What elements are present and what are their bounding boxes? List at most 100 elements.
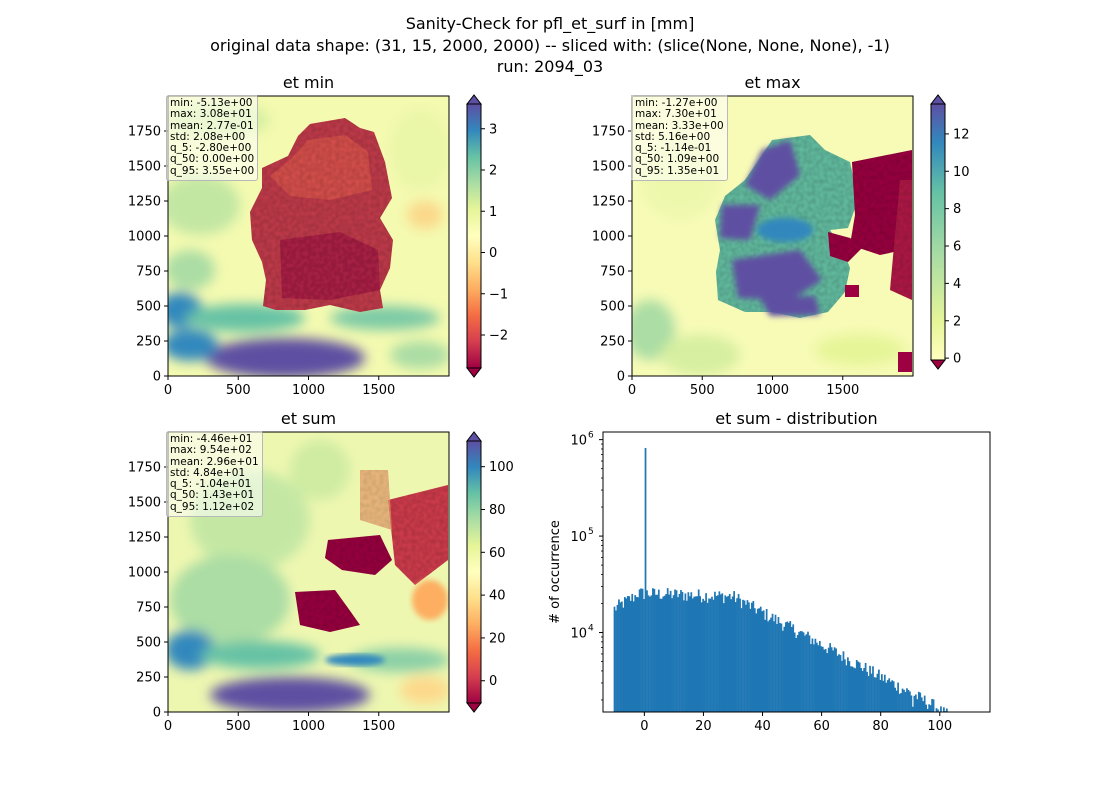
- x-tick-label: 100: [927, 719, 952, 734]
- histogram-bar: [635, 596, 638, 712]
- x-tick-label: 0: [164, 719, 172, 734]
- stat-max: max: 7.30e+01: [635, 108, 717, 121]
- stat-q5: q_5: -1.04e+01: [170, 478, 252, 491]
- histogram-bar: [656, 594, 659, 712]
- stat-std: std: 4.84e+01: [170, 466, 246, 479]
- histogram-bar: [625, 598, 628, 712]
- histogram-bar: [728, 594, 731, 712]
- histogram-bar: [715, 596, 718, 712]
- stat-max: max: 9.54e+02: [170, 444, 252, 457]
- histogram-bar: [845, 665, 848, 712]
- colorbar-et-sum: 100 80 60 40 20 0: [465, 431, 514, 713]
- histogram-bar: [686, 600, 688, 712]
- histogram-bar: [799, 631, 802, 712]
- histogram-bar: [690, 592, 693, 712]
- histogram-bar: [931, 698, 933, 712]
- histogram-bar: [904, 691, 907, 712]
- histogram-bar: [849, 666, 852, 712]
- stat-q95: q_95: 1.12e+02: [170, 500, 255, 513]
- histogram-bar: [714, 591, 716, 712]
- histogram-bar: [761, 611, 764, 712]
- x-tick-label: 60: [813, 719, 830, 734]
- histogram-bar: [885, 682, 888, 712]
- histogram-bar: [864, 662, 867, 712]
- histogram-bar: [836, 655, 839, 712]
- histogram-bar: [646, 590, 648, 712]
- histogram-bar: [796, 634, 799, 712]
- histogram-bar: [860, 668, 863, 712]
- histogram-bar: [688, 596, 691, 712]
- histogram-bar: [910, 695, 913, 712]
- histogram-bar: [824, 649, 827, 712]
- stat-mean: mean: 2.77e-01: [170, 119, 254, 132]
- figure-subtitle: original data shape: (31, 15, 2000, 2000…: [210, 36, 890, 55]
- histogram-bar: [706, 602, 709, 712]
- histogram-bar: [737, 594, 740, 712]
- histogram-bar: [753, 608, 756, 712]
- histogram-bar: [798, 631, 800, 712]
- histogram-bar: [873, 677, 876, 712]
- histogram-bar: [652, 588, 654, 712]
- histogram-bar: [727, 596, 730, 712]
- colorbar-tick-label: 0: [489, 246, 497, 261]
- histogram-bar: [621, 601, 623, 712]
- stat-min: min: -5.13e+00: [170, 97, 253, 109]
- histogram-bar: [669, 590, 672, 712]
- figure-title: Sanity-Check for pfl_et_surf in [mm]: [405, 14, 695, 33]
- histogram-bar: [869, 665, 871, 712]
- y-tick-label: 10: [570, 627, 587, 642]
- axis-ticks-et-min: 0 500 1000 1500 0 250 500 750 1000 1250 1500 1750: [128, 125, 395, 399]
- histogram-bar: [928, 704, 930, 712]
- histogram-bar: [832, 650, 834, 712]
- histogram-bar: [618, 599, 620, 712]
- histogram-bar: [730, 599, 733, 712]
- histogram-bar: [755, 613, 758, 712]
- colorbar-tick-label: 6: [953, 240, 961, 255]
- y-tick-label: 10: [570, 530, 587, 545]
- histogram-bar: [912, 706, 914, 712]
- histogram-bar: [804, 635, 806, 712]
- histogram-bar: [857, 661, 860, 712]
- histogram-bar: [752, 601, 755, 712]
- histogram-bar: [641, 588, 644, 712]
- histogram-bar: [668, 594, 671, 712]
- histogram-bar: [746, 600, 749, 712]
- histogram-bar: [705, 593, 707, 712]
- colorbar-tick-label: 2: [489, 164, 497, 179]
- histogram-bar: [841, 660, 843, 712]
- y-tick-label: 250: [600, 335, 625, 350]
- y-tick-label: 750: [600, 265, 625, 280]
- histogram-bar: [680, 590, 682, 712]
- histogram-bar: [861, 670, 864, 712]
- histogram-bar: [833, 647, 836, 712]
- y-tick-exponent: 6: [588, 431, 594, 441]
- stat-q95: q_95: 3.55e+00: [170, 164, 255, 177]
- histogram-bar: [830, 647, 833, 712]
- histogram-bar: [823, 649, 826, 712]
- histogram-bar: [817, 645, 820, 712]
- histogram-bar: [782, 630, 784, 712]
- stat-q95: q_95: 1.35e+01: [635, 164, 720, 177]
- histogram-bar: [821, 646, 824, 712]
- histogram-bar: [779, 623, 781, 712]
- x-tick-label: 1500: [826, 383, 859, 398]
- histogram-bar: [653, 588, 656, 712]
- histogram-bar: [764, 619, 767, 712]
- histogram-bar: [801, 631, 803, 712]
- histogram-bar: [634, 595, 637, 712]
- histogram-bar: [719, 594, 722, 712]
- histogram-bar: [917, 691, 920, 712]
- histogram-bar: [848, 661, 851, 712]
- axis-ticks-et-sum: 0 500 1000 1500 0 250 500 750 1000 1250 1500 1750: [128, 461, 395, 735]
- histogram-bar: [650, 595, 653, 712]
- histogram-bar: [649, 596, 651, 712]
- histogram-bar: [852, 667, 855, 712]
- histogram-bar: [940, 706, 942, 712]
- heatmap-et-max: [632, 96, 913, 376]
- histogram-bar: [878, 669, 880, 712]
- histogram-bar: [718, 591, 721, 712]
- histogram-bar: [802, 632, 805, 712]
- histogram-bar: [916, 699, 919, 712]
- histogram-bar: [712, 599, 715, 712]
